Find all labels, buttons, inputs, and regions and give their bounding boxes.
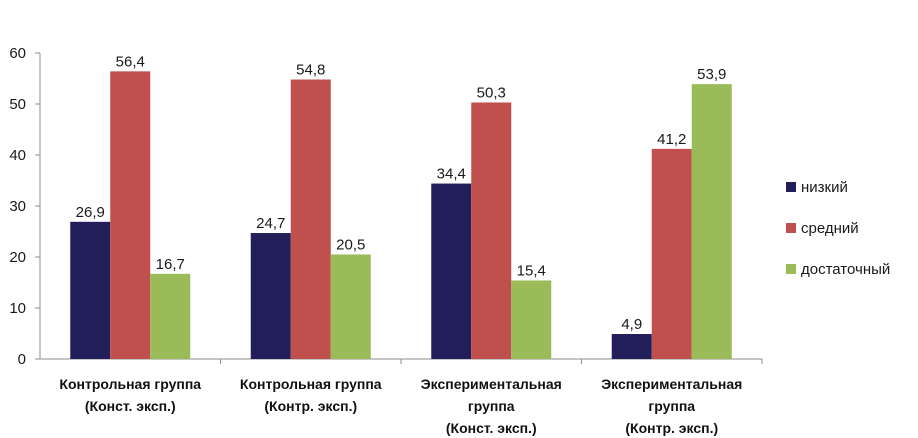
- bar: [511, 280, 552, 359]
- bar: [471, 102, 512, 359]
- data-label: 4,9: [621, 316, 642, 333]
- y-tick-label: 0: [18, 351, 26, 368]
- bar: [330, 254, 371, 359]
- bar: [290, 79, 331, 360]
- bar: [611, 334, 652, 359]
- bar: [691, 84, 732, 360]
- category-label: (Конст. эксп.): [446, 420, 537, 436]
- y-tick-label: 20: [9, 249, 26, 266]
- bar: [250, 233, 291, 359]
- category-label: (Контр. эксп.): [625, 420, 718, 436]
- category-label: (Контр. эксп.): [264, 398, 357, 414]
- legend-swatch: [786, 182, 796, 192]
- category-label: Экспериментальная: [601, 376, 742, 392]
- category-label: Экспериментальная: [421, 376, 562, 392]
- data-label: 24,7: [256, 215, 285, 232]
- legend-label: средний: [801, 220, 859, 237]
- category-label: (Конст. эксп.): [85, 398, 176, 414]
- bar: [110, 71, 151, 360]
- data-label: 15,4: [517, 262, 546, 279]
- legend-label: достаточный: [801, 261, 890, 278]
- bar: [70, 221, 111, 359]
- data-label: 20,5: [336, 236, 365, 253]
- data-label: 41,2: [657, 131, 686, 148]
- data-label: 50,3: [477, 84, 506, 101]
- category-label: группа: [648, 398, 695, 414]
- y-tick-label: 50: [9, 96, 26, 113]
- data-label: 34,4: [437, 166, 466, 183]
- y-tick-label: 10: [9, 300, 26, 317]
- category-label: Контрольная группа: [59, 376, 201, 392]
- y-tick-label: 60: [9, 45, 26, 62]
- bar: [431, 183, 472, 359]
- bar: [150, 273, 191, 359]
- data-label: 16,7: [156, 256, 185, 273]
- category-label: Контрольная группа: [240, 376, 382, 392]
- legend-label: низкий: [801, 179, 848, 196]
- data-label: 56,4: [116, 53, 145, 70]
- data-label: 26,9: [76, 204, 105, 221]
- bar: [651, 148, 692, 359]
- legend-swatch: [786, 264, 796, 274]
- data-label: 53,9: [697, 66, 726, 83]
- category-label: группа: [468, 398, 515, 414]
- y-tick-label: 30: [9, 198, 26, 215]
- legend-swatch: [786, 223, 796, 233]
- data-label: 54,8: [296, 62, 325, 79]
- y-tick-label: 40: [9, 147, 26, 164]
